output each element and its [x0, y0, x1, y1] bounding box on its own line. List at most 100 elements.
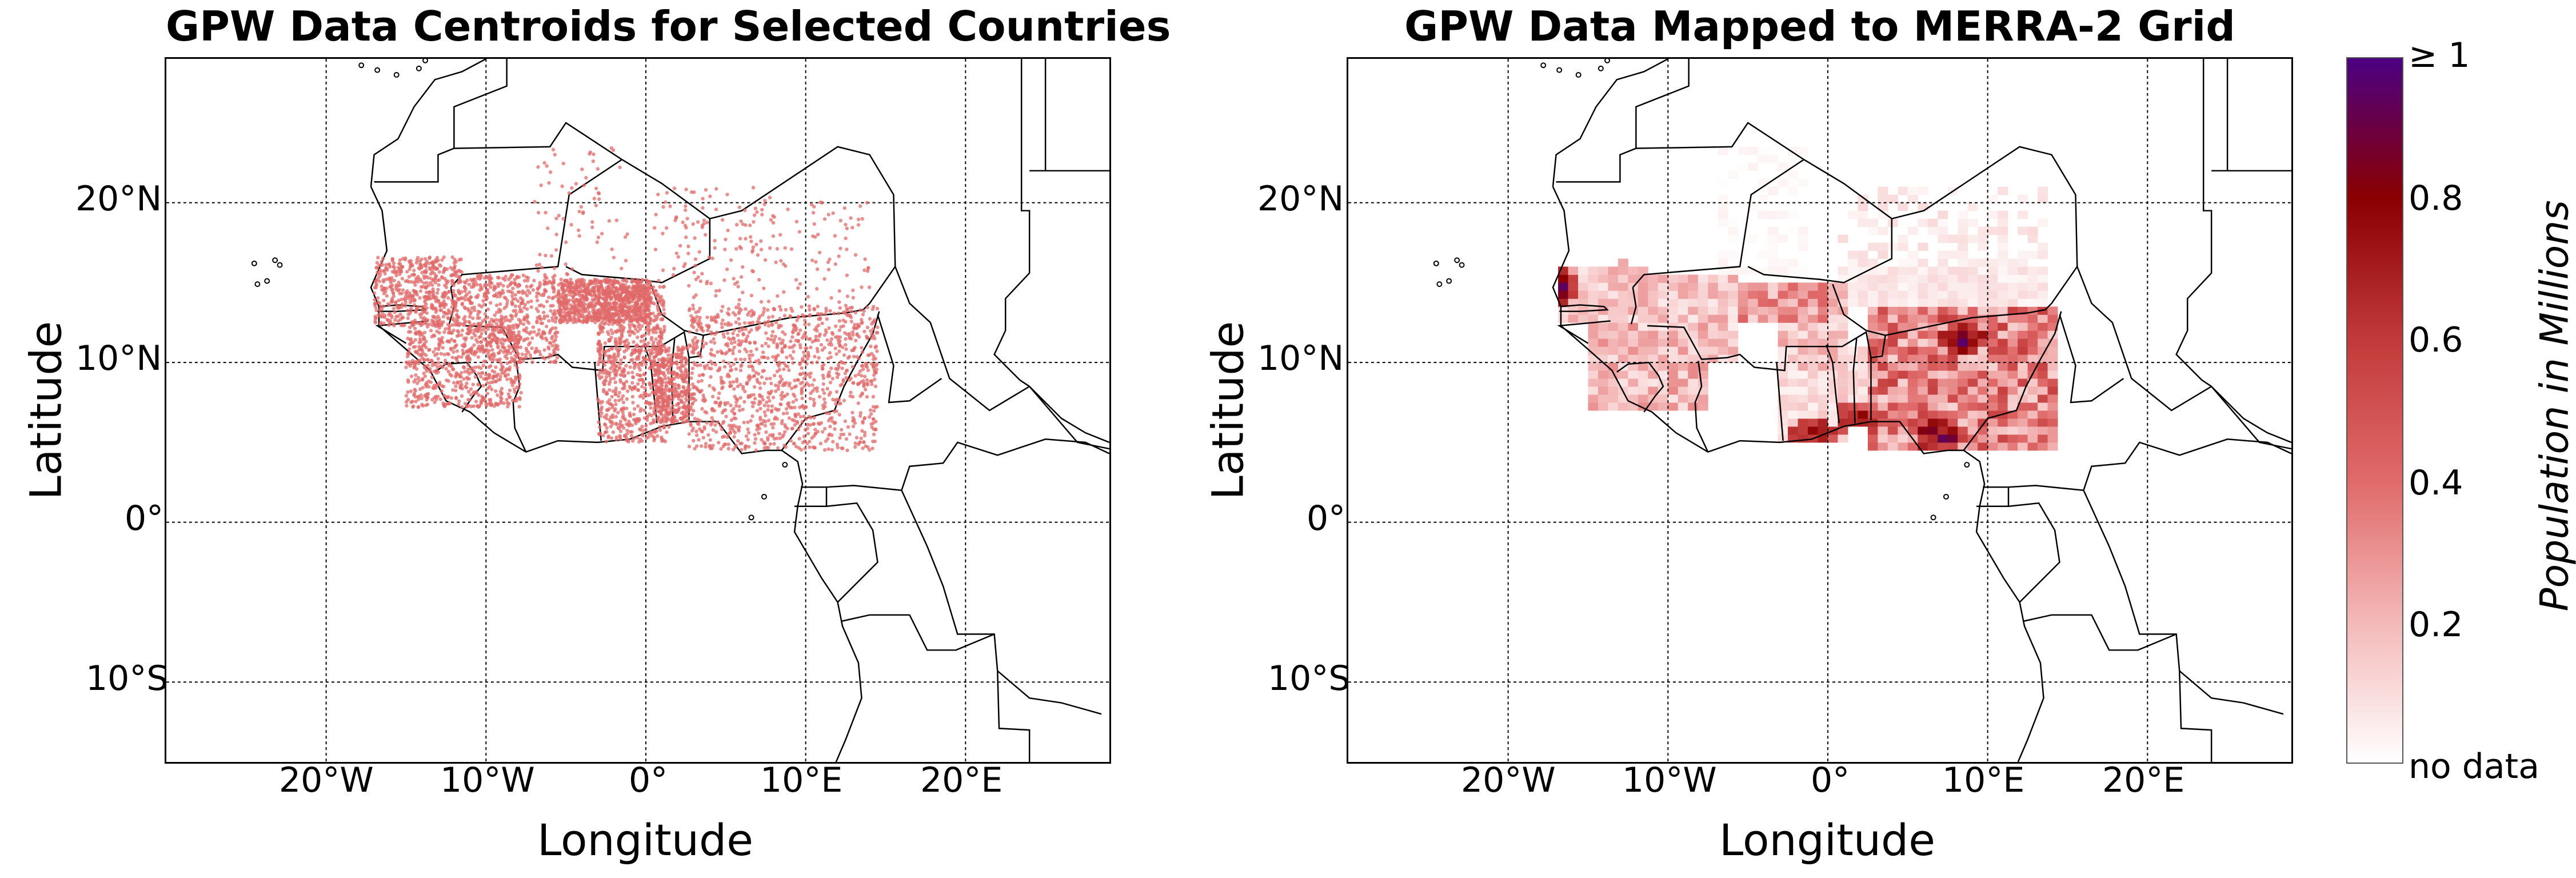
centroid-point [412, 322, 416, 326]
centroid-point [844, 376, 848, 380]
centroid-point [426, 364, 430, 368]
centroid-point [441, 314, 446, 319]
centroid-point [805, 441, 809, 446]
centroid-point [756, 320, 760, 324]
centroid-point [723, 322, 728, 326]
centroid-point [462, 286, 467, 290]
centroid-point [824, 309, 828, 313]
centroid-point [442, 353, 446, 357]
centroid-point [476, 313, 480, 317]
centroid-point [418, 337, 422, 341]
centroid-point [725, 331, 730, 336]
centroid-point [841, 446, 845, 450]
centroid-point [766, 436, 770, 440]
centroid-point [496, 330, 501, 334]
centroid-point [517, 386, 521, 390]
centroid-point [414, 330, 419, 334]
centroid-point [483, 349, 487, 353]
centroid-point [422, 344, 426, 348]
centroid-point [592, 314, 596, 318]
centroid-point [376, 296, 380, 300]
centroid-point [697, 318, 701, 322]
centroid-point [550, 316, 554, 320]
centroid-point [846, 313, 851, 318]
centroid-point [510, 384, 514, 388]
centroid-point [627, 419, 631, 424]
centroid-point [688, 344, 692, 348]
centroid-point [695, 328, 699, 332]
centroid-point [614, 297, 618, 301]
centroid-point [513, 304, 518, 308]
centroid-point [748, 341, 752, 345]
centroid-point [569, 303, 573, 308]
centroid-point [629, 434, 633, 438]
centroid-point [476, 309, 480, 314]
centroid-point [844, 222, 848, 227]
centroid-point [465, 292, 469, 297]
centroid-point [614, 421, 618, 426]
centroid-point [557, 310, 561, 314]
centroid-point [583, 282, 587, 286]
centroid-point [864, 388, 868, 392]
centroid-point [401, 316, 405, 320]
centroid-point [808, 445, 812, 449]
centroid-point [716, 350, 720, 354]
country-border [650, 146, 896, 336]
centroid-point [474, 350, 479, 354]
centroid-point [625, 338, 629, 342]
centroid-point [424, 393, 428, 397]
centroid-point [636, 404, 640, 408]
centroid-point [742, 420, 746, 425]
centroid-point [861, 446, 865, 450]
centroid-point [861, 421, 865, 425]
centroid-point [441, 293, 445, 297]
centroid-point [473, 353, 477, 357]
centroid-point [452, 346, 456, 350]
centroid-point [606, 314, 610, 318]
centroid-point [607, 348, 612, 352]
centroid-point [616, 292, 621, 296]
centroid-point [423, 374, 428, 378]
centroid-point [742, 321, 747, 325]
centroid-point [405, 404, 409, 408]
centroid-point [614, 414, 618, 419]
centroid-point [812, 422, 816, 426]
centroid-point [841, 379, 845, 383]
centroid-point [806, 372, 810, 376]
centroid-point [797, 437, 801, 441]
country-border [996, 671, 1031, 762]
centroid-point [723, 248, 727, 252]
centroid-point [840, 428, 844, 432]
centroid-point [485, 342, 489, 347]
centroid-point [738, 368, 743, 373]
centroid-point [632, 366, 637, 370]
centroid-point [408, 267, 412, 272]
centroid-point [614, 437, 618, 442]
centroid-point [821, 430, 825, 434]
centroid-point [513, 375, 518, 379]
centroid-point [714, 330, 719, 334]
centroid-point [664, 416, 669, 420]
centroid-point [731, 352, 735, 356]
centroid-point [545, 314, 550, 318]
centroid-point [862, 309, 866, 313]
centroid-point [450, 331, 454, 335]
centroid-point [778, 374, 782, 378]
centroid-point [856, 442, 860, 446]
centroid-point [372, 291, 377, 296]
centroid-point [509, 282, 513, 286]
centroid-point [813, 446, 817, 450]
centroid-point [460, 405, 464, 409]
centroid-point [525, 313, 529, 317]
centroid-point [801, 350, 806, 354]
centroid-point [477, 316, 482, 320]
centroid-point [658, 334, 662, 339]
centroid-point [392, 278, 396, 282]
centroid-point [433, 353, 437, 357]
centroid-point [516, 324, 520, 328]
centroid-point [505, 397, 509, 402]
centroid-point [436, 357, 440, 361]
centroid-point [697, 438, 701, 442]
centroid-point [468, 290, 472, 294]
centroid-point [577, 310, 581, 314]
